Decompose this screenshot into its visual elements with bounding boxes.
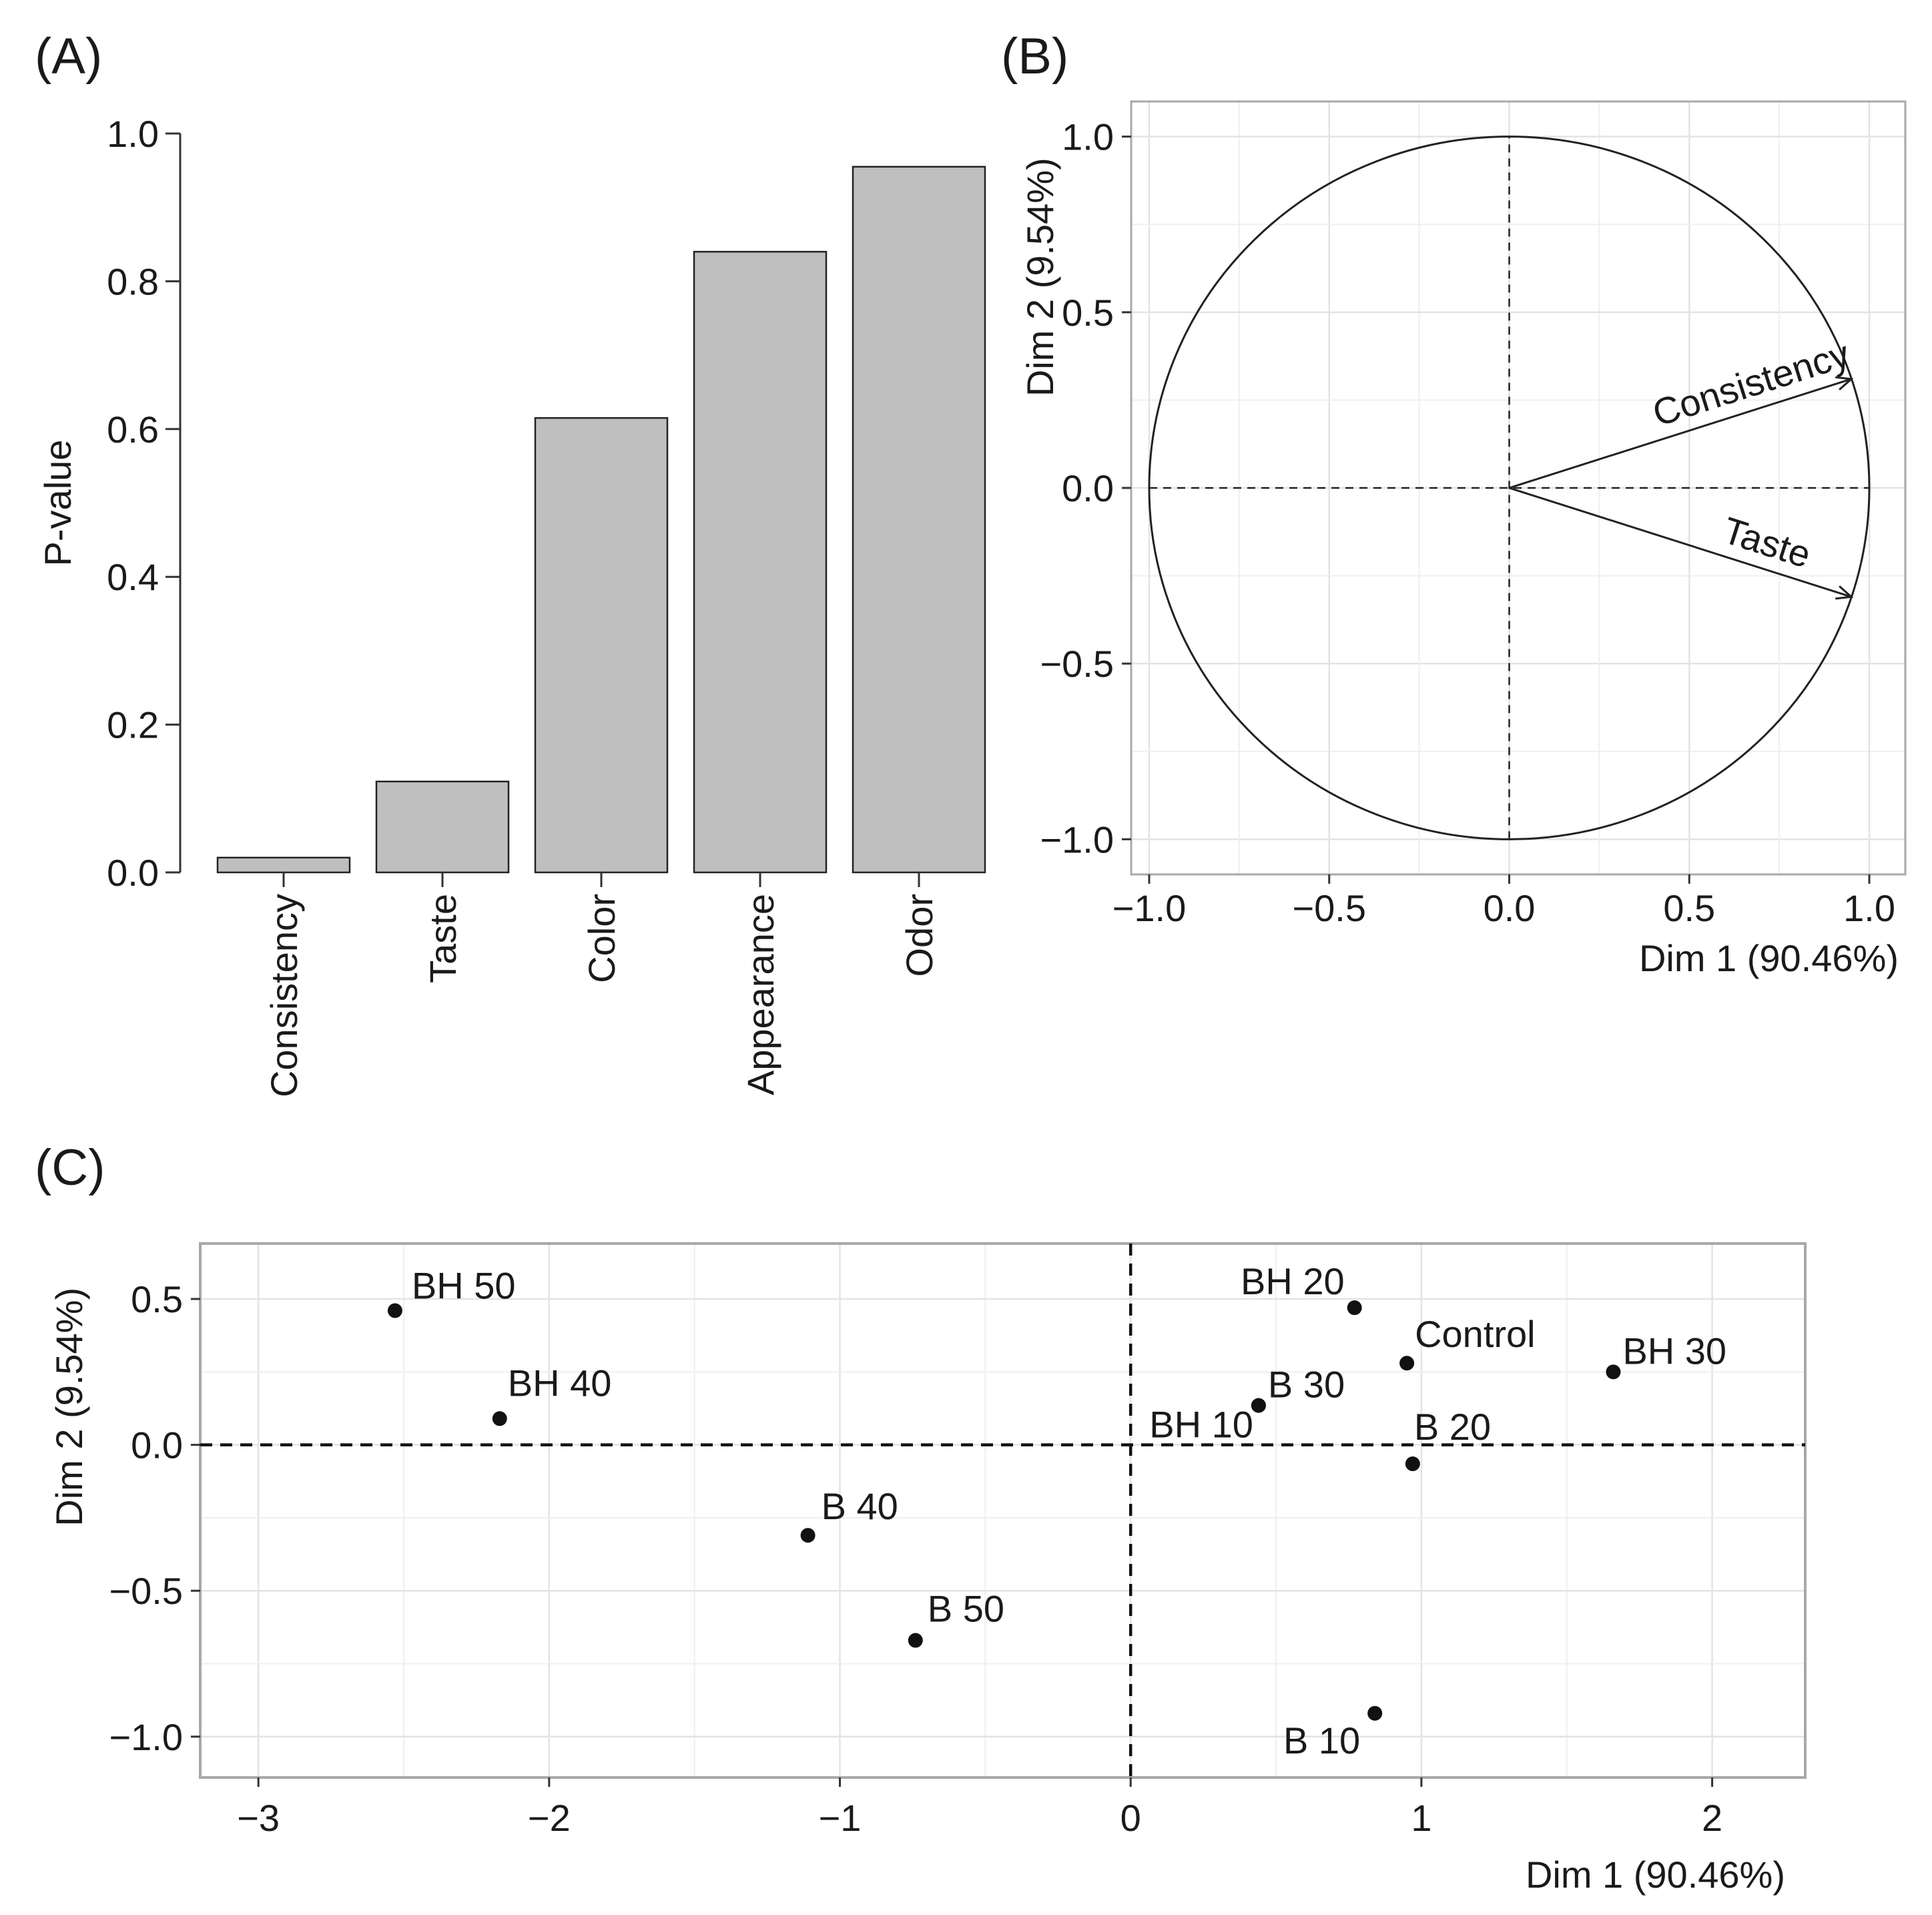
point-bh-50 [387,1303,402,1318]
x-tick-label-color: Color [581,894,623,983]
panel-b-y-axis-label: Dim 2 (9.54%) [1019,158,1061,396]
panel-b-y-tick-label: 0.0 [1062,467,1114,509]
bar-color [534,417,669,874]
panel-c-x-tick-label: −2 [528,1797,571,1839]
point-label-bh-20: BH 20 [1241,1260,1345,1302]
point-label-bh-30: BH 30 [1622,1330,1726,1372]
panel-b-x-axis-label: Dim 1 (90.46%) [1639,937,1899,979]
vector-label-consistency: Consistency [1648,332,1855,435]
panel-a-y-tick-label: 0.4 [107,556,159,598]
point-label-bh-10: BH 10 [1149,1404,1253,1446]
point-bh-30 [1606,1364,1621,1380]
point-label-b-40: B 40 [822,1485,898,1527]
panel-b-x-tick-label: 1.0 [1843,887,1895,929]
panel-c-x-tick-label: 1 [1411,1797,1431,1839]
panel-b-ticks: −1.0 −0.5 0.0 0.5 1.0 −1.0 −0.5 0.0 0.5 1.0 [1040,116,1895,929]
panel-c-y-tick-label: 0.5 [131,1278,183,1320]
point-b-50 [908,1633,923,1648]
panel-c-plot-border [199,1242,1807,1779]
panel-c-individuals-map: BH 50 BH 40 B 40 B 50 BH 20 Control BH 30 B 30 B… [48,1242,1807,1896]
panel-a-y-tick-label: 1.0 [107,113,159,155]
x-tick-label-consistency: Consistency [263,894,305,1097]
arrowhead-taste [1835,585,1854,600]
panel-c-frame [199,1242,1807,1779]
panel-b-y-tick-label: −0.5 [1040,643,1114,685]
point-label-control: Control [1415,1313,1536,1355]
panel-a-y-tick-label: 0.2 [107,704,159,746]
point-bh-40 [492,1411,507,1426]
point-label-b-30: B 30 [1268,1364,1345,1406]
point-label-b-10: B 10 [1283,1719,1360,1761]
vector-label-taste: Taste [1718,509,1816,576]
panel-c-x-tick-label: −1 [819,1797,862,1839]
panel-b-x-tick-label: −0.5 [1292,887,1366,929]
bar-taste [375,780,510,874]
panel-a-y-tick-label: 0.6 [107,408,159,451]
point-b-40 [800,1528,816,1543]
panel-a-y-ticks: 0.0 0.2 0.4 0.6 0.8 1.0 [107,113,180,894]
point-bh-20 [1347,1300,1362,1316]
point-label-b-20: B 20 [1414,1406,1491,1448]
panel-b-x-tick-label: 0.5 [1663,887,1715,929]
panel-b-y-tick-label: 0.5 [1062,292,1114,334]
panel-c-x-tick-label: 2 [1702,1797,1722,1839]
point-label-bh-40: BH 40 [508,1362,612,1404]
panel-c-x-axis-label: Dim 1 (90.46%) [1526,1854,1785,1896]
panel-a-bar-chart: 0.0 0.2 0.4 0.6 0.8 1.0 Consistency Taste Color… [37,113,986,1097]
panel-c-x-tick-label: 0 [1120,1797,1141,1839]
panel-a-y-tick-label: 0.8 [107,260,159,302]
panel-b-letter: (B) [1001,28,1068,85]
bar-consistency [216,856,351,874]
panel-c-x-tick-label: −3 [237,1797,280,1839]
bar-odor [852,166,986,874]
x-tick-label-taste: Taste [422,894,464,983]
panel-c-y-axis-label: Dim 2 (9.54%) [48,1288,90,1527]
panel-c-y-tick-label: 0.0 [131,1424,183,1466]
point-control [1399,1356,1415,1371]
point-label-bh-50: BH 50 [412,1265,516,1307]
panel-c-y-tick-label: −0.5 [109,1570,183,1612]
panel-b-y-tick-label: −1.0 [1040,818,1114,860]
panel-b-unit-circle [1148,135,1871,840]
vector-taste [1509,487,1852,598]
vector-consistency [1509,378,1852,489]
panel-c-points: BH 50 BH 40 B 40 B 50 BH 20 Control BH 30 B 30 B… [387,1260,1726,1761]
panel-b-correlation-circle: Consistency Taste −1.0 −0.5 0.0 0.5 1.0 −1.0 −0… [1019,100,1907,979]
panel-b-x-tick-label: −1.0 [1112,887,1187,929]
panel-a-letter: (A) [35,28,102,85]
x-tick-label-appearance: Appearance [739,894,781,1095]
bar-appearance [693,250,828,874]
x-tick-label-odor: Odor [898,894,940,977]
panel-c-grid [200,1244,1805,1777]
panel-a-bars [216,166,986,874]
panel-a-y-tick-label: 0.0 [107,852,159,894]
panel-a-x-ticks: Consistency Taste Color Appearance Odor [263,872,940,1097]
panel-b-x-tick-label: 0.0 [1484,887,1536,929]
point-bh-10 [1251,1398,1266,1413]
point-label-b-50: B 50 [928,1588,1004,1630]
panel-a-y-axis-label: P-value [37,440,79,567]
panel-c-y-tick-label: −1.0 [109,1716,183,1758]
point-b-20 [1405,1456,1420,1472]
point-b-10 [1367,1705,1383,1721]
panel-b-y-tick-label: 1.0 [1062,116,1114,158]
arrowhead-consistency [1835,376,1854,390]
panel-c-ticks: −3 −2 −1 0 1 2 −1.0 −0.5 0.0 0.5 [109,1278,1722,1839]
panel-c-letter: (C) [35,1139,105,1196]
